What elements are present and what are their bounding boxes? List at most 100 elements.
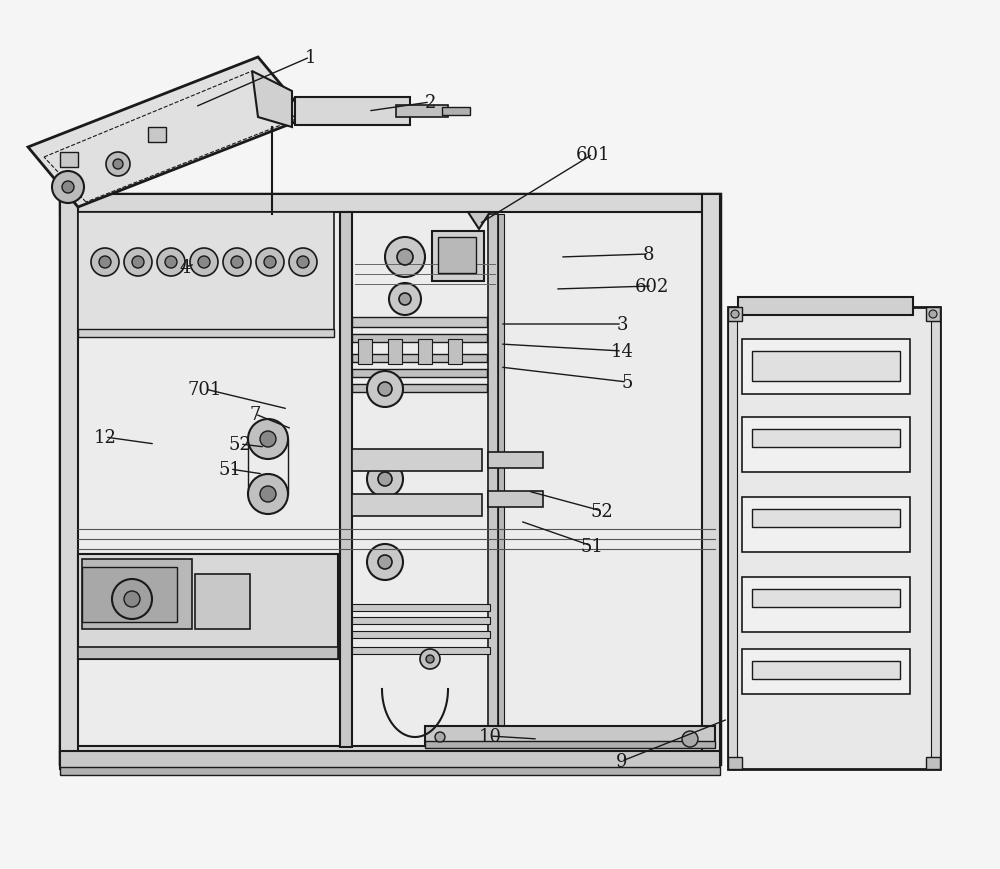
- Bar: [78, 213, 334, 338]
- Bar: [195, 574, 250, 629]
- Bar: [295, 98, 410, 126]
- Bar: [752, 429, 900, 448]
- Bar: [926, 308, 940, 322]
- Bar: [60, 746, 720, 764]
- Bar: [728, 308, 940, 769]
- Bar: [60, 153, 78, 168]
- Circle shape: [378, 555, 392, 569]
- Circle shape: [367, 372, 403, 408]
- Text: 9: 9: [616, 753, 628, 770]
- Circle shape: [378, 473, 392, 487]
- Circle shape: [399, 294, 411, 306]
- Bar: [448, 340, 462, 365]
- Bar: [60, 195, 720, 213]
- Polygon shape: [468, 213, 490, 229]
- Bar: [60, 751, 720, 769]
- Circle shape: [248, 474, 288, 514]
- Bar: [352, 318, 487, 328]
- Text: 4: 4: [179, 259, 191, 276]
- Text: 51: 51: [219, 461, 241, 479]
- Bar: [442, 108, 470, 116]
- Circle shape: [378, 382, 392, 396]
- Bar: [488, 453, 543, 468]
- Circle shape: [99, 256, 111, 269]
- Circle shape: [124, 591, 140, 607]
- Text: 12: 12: [94, 428, 116, 447]
- Circle shape: [731, 310, 739, 319]
- Bar: [738, 298, 913, 315]
- Circle shape: [112, 580, 152, 620]
- Bar: [742, 649, 910, 694]
- Bar: [60, 767, 720, 775]
- Circle shape: [297, 256, 309, 269]
- Circle shape: [367, 544, 403, 580]
- Bar: [60, 195, 78, 764]
- Text: 52: 52: [229, 435, 251, 454]
- Bar: [742, 340, 910, 395]
- Bar: [352, 604, 490, 611]
- Bar: [78, 554, 338, 660]
- Bar: [728, 308, 742, 322]
- Circle shape: [52, 172, 84, 203]
- Bar: [728, 757, 742, 769]
- Circle shape: [231, 256, 243, 269]
- Bar: [742, 577, 910, 633]
- Circle shape: [223, 249, 251, 276]
- Text: 1: 1: [304, 49, 316, 67]
- Text: 52: 52: [591, 502, 613, 521]
- Bar: [358, 340, 372, 365]
- Bar: [340, 213, 352, 747]
- Circle shape: [248, 420, 288, 460]
- Circle shape: [264, 256, 276, 269]
- Bar: [752, 352, 900, 381]
- Circle shape: [682, 731, 698, 747]
- Bar: [418, 340, 432, 365]
- Circle shape: [435, 733, 445, 742]
- Bar: [752, 589, 900, 607]
- Bar: [931, 322, 940, 767]
- Text: 5: 5: [621, 374, 633, 392]
- Polygon shape: [252, 72, 292, 128]
- Bar: [352, 631, 490, 638]
- Text: 3: 3: [616, 315, 628, 334]
- Circle shape: [132, 256, 144, 269]
- Circle shape: [426, 655, 434, 663]
- Bar: [702, 195, 720, 764]
- Bar: [728, 322, 737, 767]
- Bar: [352, 335, 487, 342]
- Bar: [352, 617, 490, 624]
- Circle shape: [397, 249, 413, 266]
- Text: 7: 7: [249, 406, 261, 423]
- Circle shape: [389, 283, 421, 315]
- Circle shape: [91, 249, 119, 276]
- Circle shape: [260, 487, 276, 502]
- Circle shape: [165, 256, 177, 269]
- Text: 602: 602: [635, 278, 669, 295]
- Bar: [352, 385, 487, 393]
- Text: 8: 8: [642, 246, 654, 263]
- Bar: [78, 647, 338, 660]
- Bar: [425, 726, 715, 746]
- Circle shape: [124, 249, 152, 276]
- Circle shape: [113, 160, 123, 169]
- Bar: [82, 567, 177, 622]
- Circle shape: [190, 249, 218, 276]
- Circle shape: [62, 182, 74, 194]
- Polygon shape: [28, 58, 308, 208]
- Bar: [352, 369, 487, 377]
- Bar: [488, 492, 543, 507]
- Circle shape: [367, 461, 403, 497]
- Bar: [432, 232, 484, 282]
- Bar: [388, 340, 402, 365]
- Text: 601: 601: [576, 146, 610, 164]
- Circle shape: [106, 153, 130, 176]
- Circle shape: [420, 649, 440, 669]
- Bar: [352, 355, 487, 362]
- Circle shape: [260, 432, 276, 448]
- Bar: [926, 757, 940, 769]
- Bar: [488, 215, 498, 744]
- Bar: [752, 509, 900, 527]
- Circle shape: [385, 238, 425, 278]
- Bar: [82, 560, 192, 629]
- Bar: [352, 449, 482, 472]
